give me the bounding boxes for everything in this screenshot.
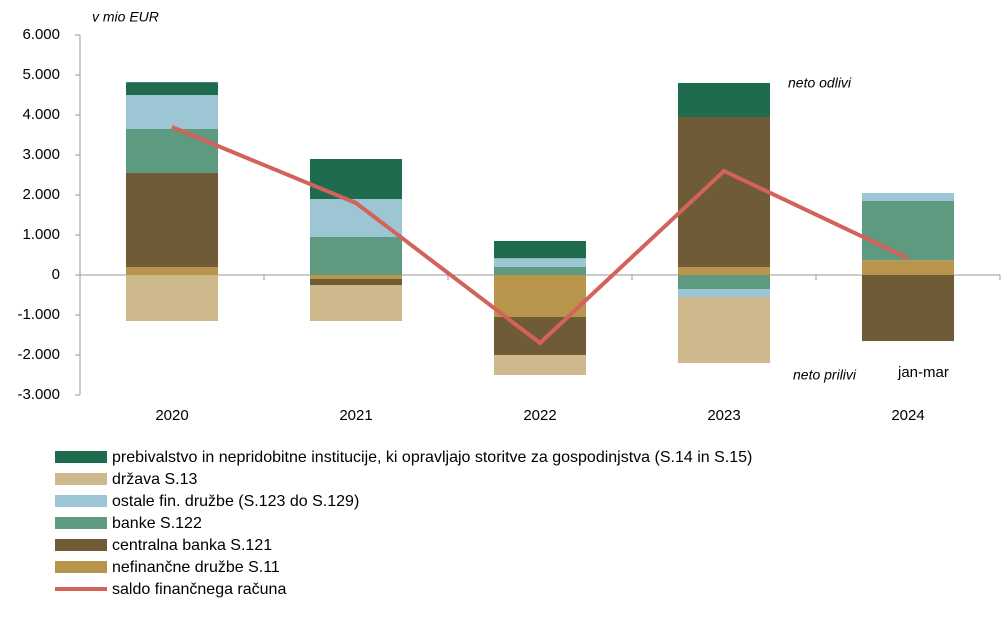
legend-swatch: [55, 451, 107, 463]
bar-segment: [126, 82, 218, 95]
bar-segment: [126, 95, 218, 129]
y-tick-label: -2.000: [17, 346, 60, 363]
bar-segment: [494, 355, 586, 375]
annotation: neto odlivi: [788, 75, 852, 91]
x-tick-label: 2022: [523, 407, 556, 424]
bar-segment: [126, 267, 218, 275]
legend-swatch: [55, 495, 107, 507]
legend-label: ostale fin. družbe (S.123 do S.129): [112, 493, 359, 510]
annotation: v mio EUR: [92, 9, 159, 25]
annotation: jan-mar: [897, 364, 949, 381]
bar-segment: [678, 83, 770, 117]
x-tick-label: 2020: [155, 407, 188, 424]
y-tick-label: 0: [52, 266, 60, 283]
x-tick-label: 2023: [707, 407, 740, 424]
legend-swatch: [55, 517, 107, 529]
annotation: neto prilivi: [793, 367, 857, 383]
bar-segment: [310, 159, 402, 199]
bar-segment: [494, 317, 586, 355]
line: [171, 125, 909, 346]
bar-segment: [126, 275, 218, 321]
legend-label: saldo finančnega računa: [112, 581, 286, 598]
bar-segment: [310, 237, 402, 275]
bar-segment: [126, 173, 218, 267]
x-tick-label: 2021: [339, 407, 372, 424]
bar-segment: [678, 117, 770, 267]
legend-label: centralna banka S.121: [112, 537, 272, 554]
bar-segment: [310, 275, 402, 279]
legend-swatch: [55, 473, 107, 485]
bar-segment: [678, 289, 770, 297]
bar-segment: [678, 297, 770, 363]
bar-segment: [862, 260, 954, 275]
x-tick-label: 2024: [891, 407, 924, 424]
y-tick-label: 5.000: [22, 66, 60, 83]
bar-segment: [126, 129, 218, 173]
bar-segment: [494, 241, 586, 259]
legend-label: država S.13: [112, 471, 197, 488]
y-tick-label: -1.000: [17, 306, 60, 323]
bar-segment: [494, 267, 586, 275]
bar-segment: [678, 275, 770, 289]
bar-segment: [494, 275, 586, 317]
bar-segment: [862, 201, 954, 261]
y-tick-label: 6.000: [22, 26, 60, 43]
bar-segment: [862, 193, 954, 201]
legend-label: prebivalstvo in nepridobitne institucije…: [112, 449, 752, 466]
y-tick-label: 2.000: [22, 186, 60, 203]
bar-segment: [678, 267, 770, 275]
y-tick-label: 4.000: [22, 106, 60, 123]
y-tick-label: -3.000: [17, 386, 60, 403]
legend-label: banke S.122: [112, 515, 202, 532]
legend-swatch: [55, 539, 107, 551]
legend-swatch: [55, 561, 107, 573]
bar-segment: [310, 285, 402, 321]
y-tick-label: 3.000: [22, 146, 60, 163]
y-tick-label: 1.000: [22, 226, 60, 243]
bar-segment: [862, 275, 954, 341]
legend-label: nefinančne družbe S.11: [112, 559, 280, 576]
bar-segment: [494, 258, 586, 267]
bar-segment: [310, 279, 402, 285]
